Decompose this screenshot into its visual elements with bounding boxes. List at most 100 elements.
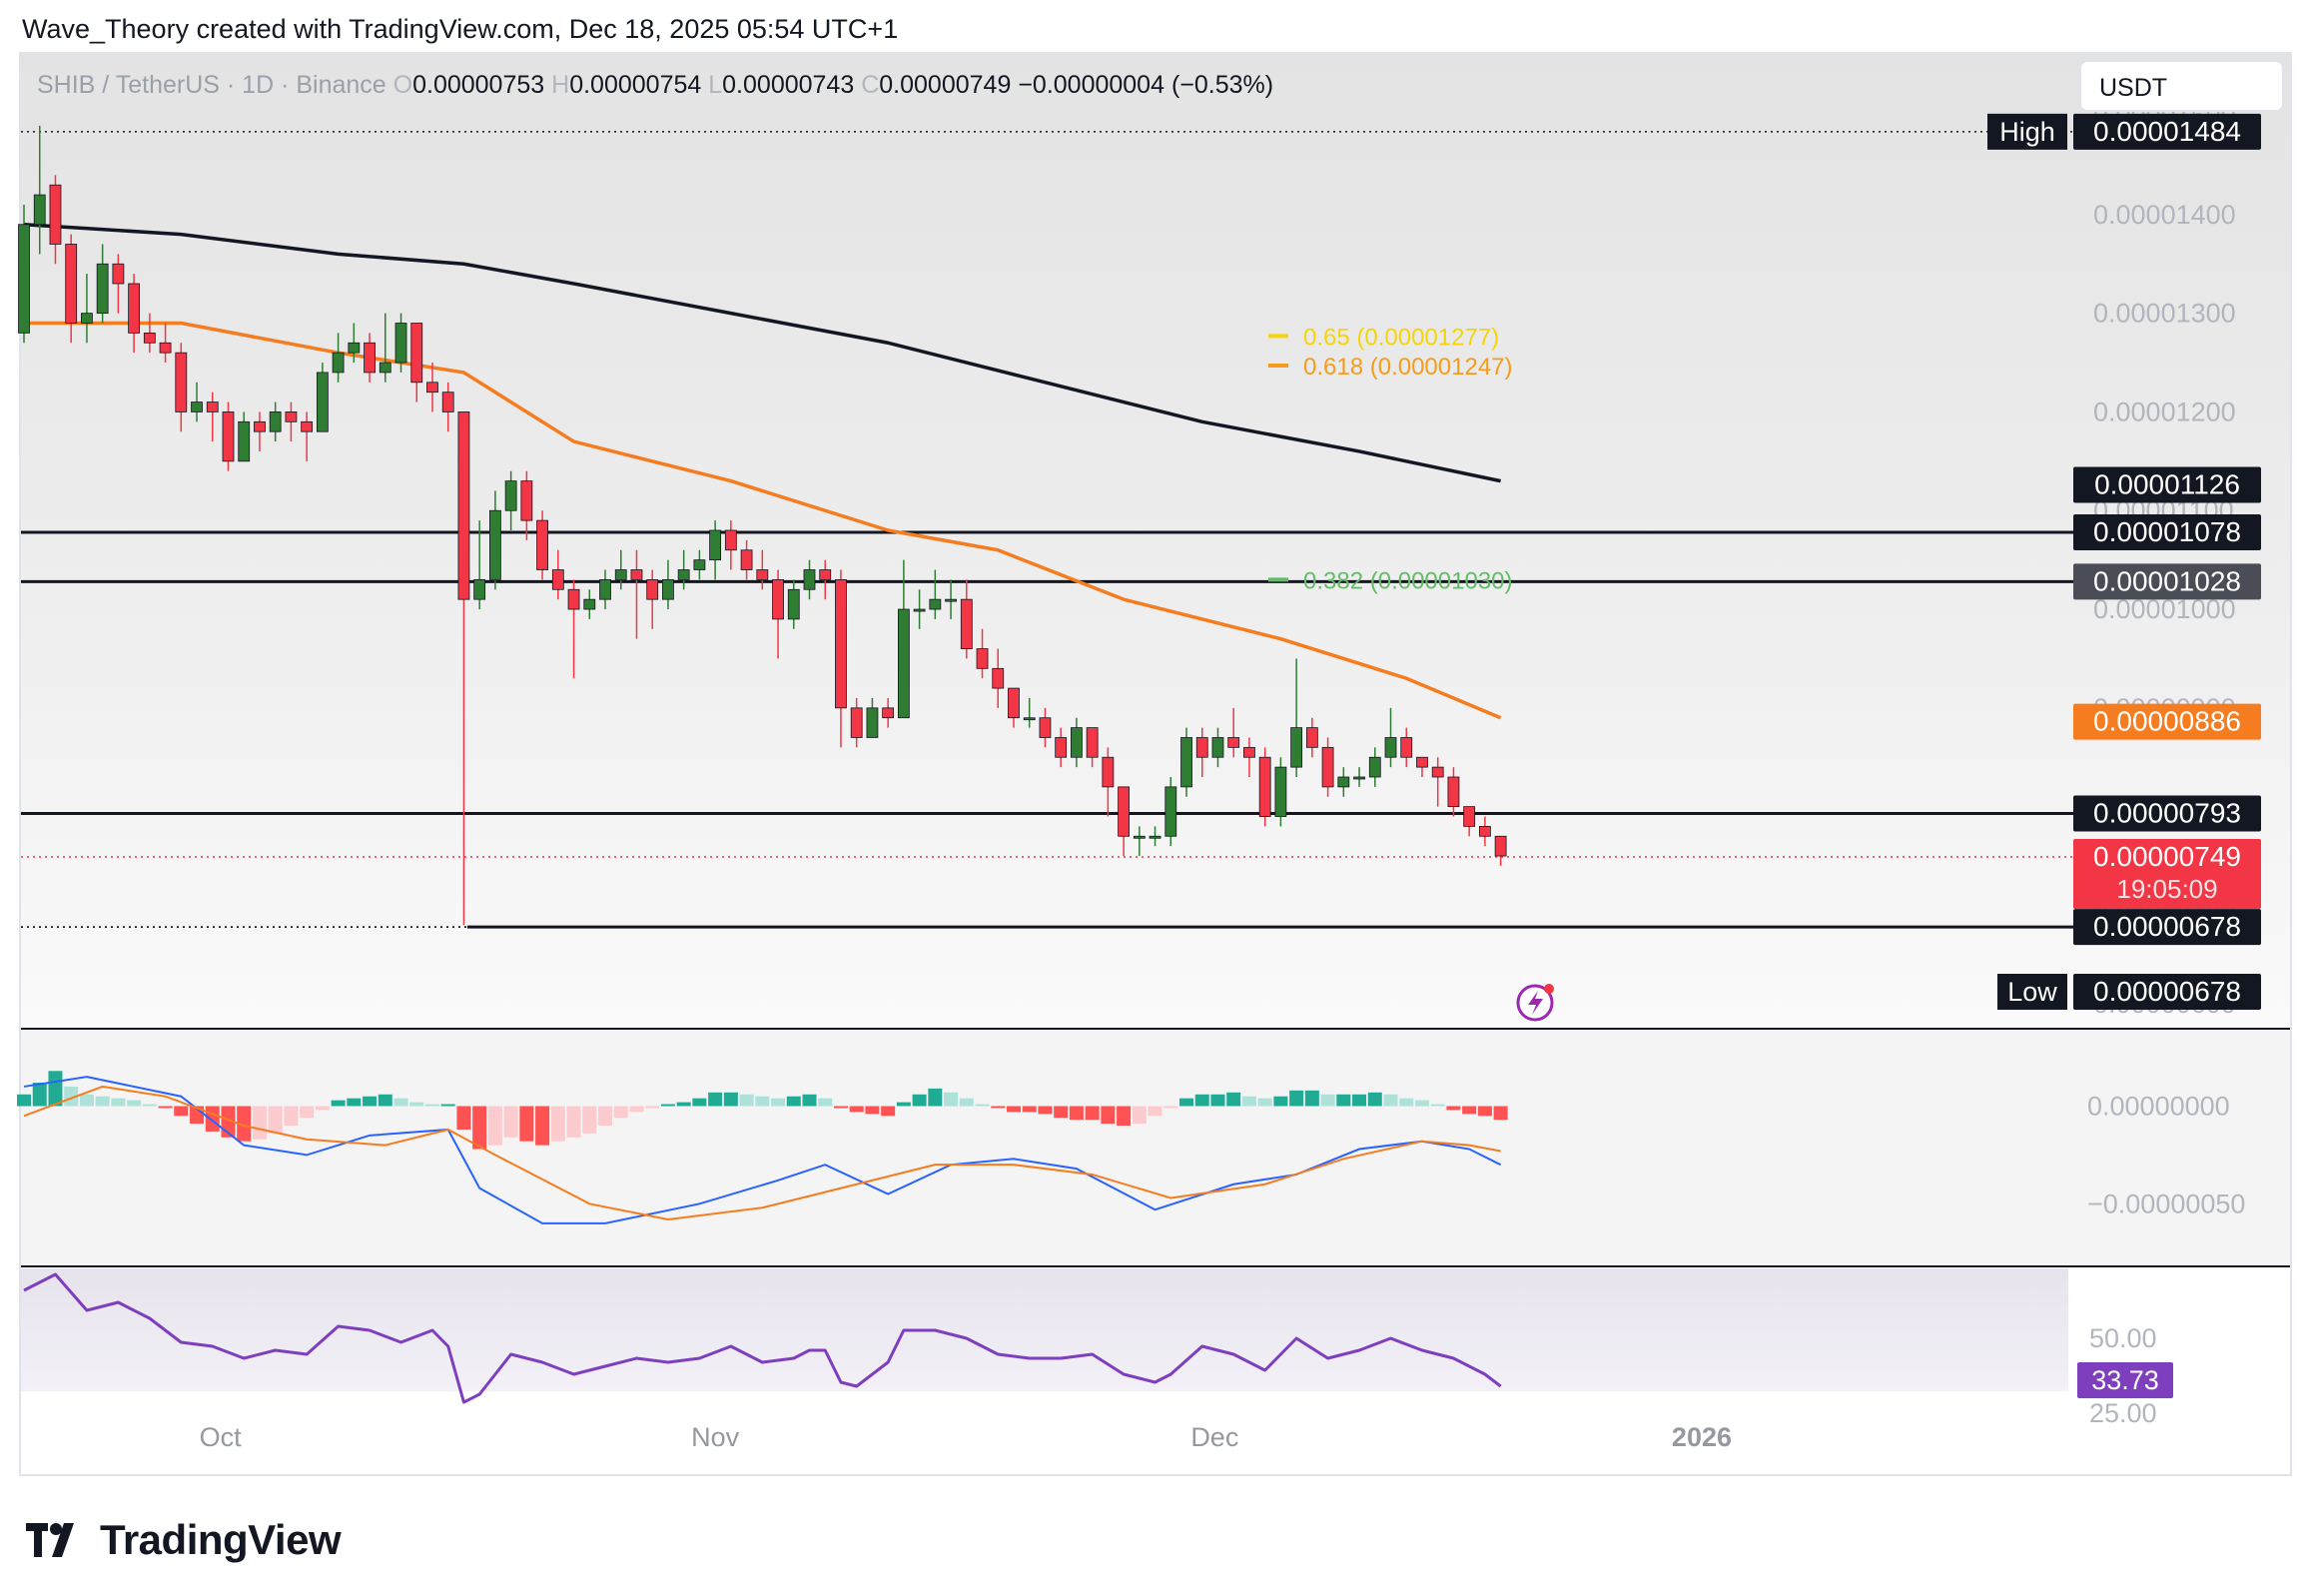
macd-histogram-bar: [378, 1094, 392, 1107]
price-tag-text: 0.00001078: [2093, 516, 2241, 547]
macd-histogram-bar: [1022, 1106, 1037, 1113]
macd-histogram-bar: [111, 1098, 126, 1107]
candle-body: [1071, 727, 1083, 758]
price-tag: [2073, 974, 2261, 1010]
price-axis-label: 0.00001300: [2093, 299, 2236, 329]
macd-histogram-bar: [424, 1104, 439, 1107]
macd-histogram-bar: [1054, 1106, 1069, 1119]
candle-body: [819, 569, 832, 580]
candle-body: [269, 411, 282, 432]
candle-body: [1463, 806, 1476, 827]
candle-body: [254, 420, 266, 432]
candle-body: [175, 352, 188, 412]
fib-label: 0.618 (0.00001247): [1303, 354, 1513, 381]
candle-body: [348, 342, 361, 354]
candle-body: [1416, 756, 1428, 768]
price-tag-text: 0.00001484: [2093, 116, 2241, 147]
candle-body: [18, 224, 30, 334]
tradingview-logo-icon: [26, 1523, 74, 1557]
macd-histogram-bar: [1477, 1106, 1492, 1117]
macd-histogram-bar: [142, 1104, 157, 1107]
candle-body: [1368, 756, 1381, 778]
price-tag-text: 0.00000793: [2093, 798, 2241, 829]
macd-histogram-bar: [708, 1092, 723, 1107]
candle-body: [1243, 746, 1255, 758]
macd-histogram-bar: [205, 1106, 220, 1132]
macd-histogram-bar: [268, 1106, 283, 1134]
close-value: 0.00000749: [879, 71, 1012, 99]
macd-histogram-bar: [802, 1094, 817, 1107]
candle-body: [662, 579, 674, 600]
candle-body: [206, 401, 219, 412]
candle-body: [49, 184, 62, 245]
macd-histogram-bar: [1383, 1094, 1398, 1107]
candle-body: [1384, 737, 1397, 758]
rsi-pane: [23, 1272, 1502, 1404]
lightning-icon[interactable]: [1516, 984, 1554, 1022]
tradingview-wordmark: TradingView: [100, 1516, 342, 1563]
candle-body: [285, 411, 298, 422]
macd-histogram-bar: [174, 1106, 189, 1117]
macd-histogram-bar: [472, 1106, 487, 1150]
candle-body: [332, 352, 345, 374]
candle-body: [850, 707, 863, 738]
macd-histogram-bar: [1117, 1106, 1132, 1127]
macd-histogram-bar: [535, 1106, 550, 1146]
price-tag: [2073, 703, 2261, 740]
candle-body: [740, 549, 753, 570]
candle-body: [693, 559, 706, 570]
candle-body: [897, 608, 910, 719]
macd-histogram-bar: [456, 1106, 471, 1130]
candle-body: [1164, 786, 1177, 837]
macd-histogram-bar: [833, 1106, 848, 1109]
macd-histogram-bar: [928, 1088, 943, 1107]
candle-body: [112, 263, 125, 285]
macd-histogram-bar: [818, 1098, 833, 1107]
price-tag: [2073, 563, 2261, 600]
price-tag-text: 0.00000678: [2093, 911, 2241, 942]
candle-body: [316, 372, 329, 432]
macd-histogram-bar: [1038, 1106, 1053, 1115]
macd-histogram-bar: [1493, 1106, 1508, 1121]
candle-body: [81, 313, 93, 324]
time-axis-label: Nov: [691, 1422, 740, 1452]
candle-body: [301, 420, 314, 432]
candle-body: [756, 569, 769, 580]
macd-histogram-bar: [1414, 1100, 1429, 1107]
macd-histogram-bar: [440, 1104, 455, 1107]
candle-body: [33, 194, 46, 226]
price-tag-text: 0.00000678: [2093, 976, 2241, 1007]
candle-body: [159, 342, 172, 354]
open-value: 0.00000753: [412, 71, 545, 99]
candle-body: [520, 480, 533, 521]
price-tag: [2073, 839, 2261, 910]
macd-histogram-bar: [1085, 1106, 1100, 1121]
candle-body: [1353, 776, 1365, 780]
macd-histogram-bar: [849, 1106, 864, 1113]
macd-histogram-bar: [519, 1106, 534, 1142]
price-tag-text: 0.00001126: [2094, 469, 2240, 500]
macd-histogram-bar: [1446, 1106, 1461, 1111]
macd-histogram-bar: [1132, 1106, 1147, 1125]
tradingview-logo[interactable]: TradingView: [26, 1516, 342, 1564]
low-key: L: [708, 71, 723, 99]
currency-button[interactable]: USDT: [2079, 60, 2284, 112]
ohlc-legend: SHIB / TetherUS · 1D · Binance O0.000007…: [37, 71, 1273, 100]
symbol-label: SHIB / TetherUS · 1D · Binance: [37, 71, 386, 99]
macd-histogram-bar: [598, 1106, 613, 1127]
low-value: 0.00000743: [722, 71, 855, 99]
macd-histogram-bar: [393, 1098, 408, 1107]
macd-histogram-bar: [158, 1106, 173, 1109]
macd-pane: [17, 1071, 1508, 1224]
candle-body: [1258, 756, 1271, 817]
macd-histogram-bar: [1179, 1098, 1194, 1107]
macd-histogram-bar: [95, 1096, 110, 1107]
candle-body: [599, 579, 611, 600]
macd-histogram-bar: [566, 1106, 581, 1138]
candle-body: [772, 579, 784, 620]
candle-body: [504, 480, 517, 511]
rsi-pane-background: [21, 1268, 2068, 1391]
macd-histogram-bar: [1194, 1094, 1209, 1107]
time-axis-label: Oct: [200, 1422, 243, 1452]
